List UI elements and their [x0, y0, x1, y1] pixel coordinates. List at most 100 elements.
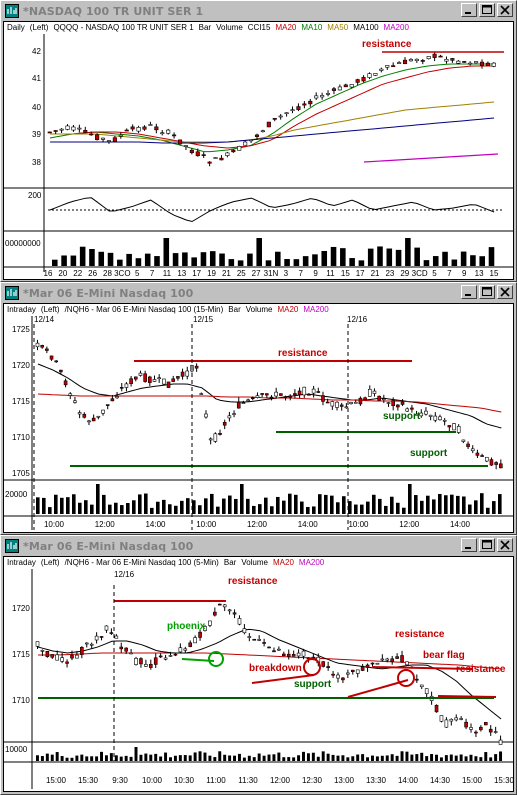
volume-bar — [351, 756, 355, 761]
candle — [89, 133, 94, 136]
candle — [461, 439, 466, 442]
volume-bar — [321, 251, 328, 266]
x-tick: 10:00 — [196, 520, 217, 529]
volume-bar — [149, 754, 153, 761]
resistance-label-top: resistance — [228, 576, 278, 587]
x-tick: 14:00 — [450, 520, 471, 529]
candle — [493, 731, 498, 733]
maximize-button[interactable] — [479, 3, 495, 17]
volume-bar — [60, 497, 64, 514]
candle — [379, 68, 384, 71]
maximize-button[interactable] — [479, 285, 495, 299]
candle — [314, 95, 319, 99]
close-button[interactable] — [497, 3, 513, 17]
volume-bar — [342, 496, 346, 514]
titlebar[interactable]: *NASDAQ 100 TR UNIT SER 1 — [2, 2, 515, 20]
candle — [222, 422, 227, 426]
candle — [459, 718, 463, 720]
candle — [353, 401, 358, 404]
minimize-button[interactable] — [461, 538, 477, 552]
candle — [483, 722, 488, 726]
minimize-button[interactable] — [461, 285, 477, 299]
volume-bar — [410, 754, 414, 761]
volume-bar — [354, 504, 358, 514]
candle — [408, 59, 413, 62]
volume-bar — [264, 497, 268, 514]
candle — [438, 416, 442, 421]
volume-bar — [173, 755, 177, 761]
candle — [176, 376, 180, 379]
volume-bar — [139, 754, 143, 761]
candle — [83, 129, 88, 133]
y-tick: 39 — [32, 130, 41, 139]
x-tick: 9 — [313, 269, 318, 278]
volume-bar — [218, 751, 222, 761]
y-tick: 40 — [32, 103, 41, 112]
candle — [272, 650, 276, 653]
candle — [331, 88, 337, 91]
volume-bar — [114, 502, 118, 514]
ma10-line — [49, 63, 495, 153]
volume-bar — [489, 757, 493, 761]
volume-bar — [275, 251, 281, 266]
volume-bar — [408, 484, 412, 514]
minimize-button[interactable] — [461, 3, 477, 17]
candle — [288, 395, 293, 398]
volume-bar — [126, 253, 132, 266]
volume-bar — [444, 755, 448, 761]
chart-area[interactable]: Intraday (Left) /NQH6 - Mar 06 E-Mini Na… — [3, 556, 514, 792]
volume-bar — [203, 752, 207, 761]
titlebar[interactable]: *Mar 06 E-Mini Nasdaq 100 — [2, 537, 515, 555]
volume-bar — [494, 754, 498, 761]
candle — [255, 395, 260, 398]
volume-bar — [252, 505, 256, 514]
candle — [302, 386, 307, 396]
candle — [380, 658, 385, 661]
volume-bar — [104, 755, 108, 761]
titlebar[interactable]: *Mar 06 E-Mini Nasdaq 100 — [2, 284, 515, 302]
candle — [260, 393, 264, 395]
x-tick: 15:00 — [46, 776, 67, 785]
x-tick: 31N — [264, 269, 279, 278]
window-emini-15min: *Mar 06 E-Mini Nasdaq 100 Intraday (Left… — [0, 282, 517, 535]
close-button[interactable] — [497, 285, 513, 299]
chart-area[interactable]: Daily (Left) QQQQ - NASDAQ 100 TR UNIT S… — [3, 21, 514, 280]
volume-bar — [213, 757, 217, 761]
volume-bar — [405, 751, 409, 761]
volume-legend: Volume — [216, 23, 243, 32]
close-button[interactable] — [497, 538, 513, 552]
volume-bar — [316, 756, 320, 761]
volume-bar — [288, 493, 292, 514]
volume-bar — [318, 494, 322, 514]
volume-bar — [168, 504, 172, 514]
volume-bar — [272, 754, 276, 761]
candle — [130, 126, 135, 130]
volume-bar — [474, 500, 478, 514]
volume-legend: Volume — [241, 558, 268, 567]
volume-bar — [442, 251, 448, 266]
volume-bar — [247, 253, 253, 266]
x-tick: 26 — [88, 269, 97, 278]
chart-area[interactable]: Intraday (Left) /NQH6 - Mar 06 E-Mini Na… — [3, 303, 514, 533]
candle — [405, 408, 410, 412]
volume-bar — [75, 755, 79, 761]
candle — [243, 141, 248, 146]
volume-bar — [219, 253, 225, 266]
candle — [391, 65, 396, 67]
x-tick: 17 — [356, 269, 365, 278]
intraday-5min-chart: 12/16 1720 1715 1710 10000 15:00 15:30 9:3… — [4, 569, 513, 789]
candle — [219, 157, 224, 161]
candle — [468, 62, 473, 65]
candle — [414, 58, 419, 61]
candle — [101, 409, 105, 414]
volume-bar — [425, 756, 429, 761]
volume-bar — [95, 756, 99, 761]
candle — [321, 661, 326, 667]
candle — [124, 383, 129, 388]
volume-bar — [488, 247, 495, 266]
candle — [227, 609, 232, 612]
candle — [222, 604, 227, 608]
candle — [53, 130, 58, 132]
x-tick: 10:00 — [348, 520, 369, 529]
maximize-button[interactable] — [479, 538, 495, 552]
